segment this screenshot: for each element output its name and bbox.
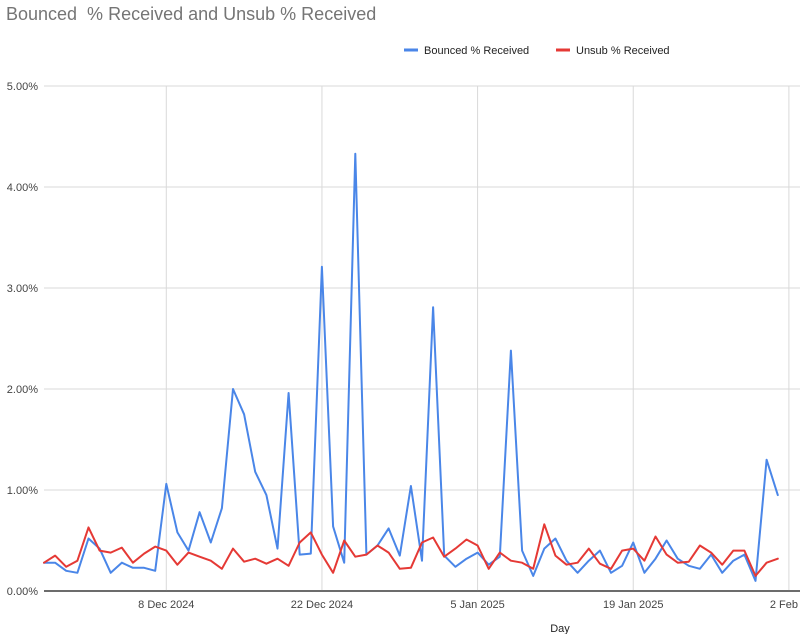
x-tick-label: 2 Feb — [770, 599, 798, 611]
series-line-unsub-received — [43, 523, 779, 577]
series-line-bounced-received — [43, 152, 779, 582]
x-tick-label: 19 Jan 2025 — [603, 599, 664, 611]
y-tick-label: 2.00% — [7, 384, 38, 396]
y-tick-label: 1.00% — [7, 485, 38, 497]
gridlines — [44, 85, 800, 592]
y-tick-label: 4.00% — [7, 182, 38, 194]
x-tick-label: 5 Jan 2025 — [450, 599, 504, 611]
y-tick-label: 5.00% — [7, 81, 38, 93]
y-axis-ticks: 0.00% 1.00% 2.00% 3.00% 4.00% 5.00% — [7, 81, 38, 598]
x-axis-ticks: 8 Dec 2024 22 Dec 2024 5 Jan 2025 19 Jan 20… — [138, 599, 798, 611]
x-axis-title: Day — [550, 623, 570, 634]
y-tick-label: 0.00% — [7, 586, 38, 598]
x-tick-label: 8 Dec 2024 — [138, 599, 194, 611]
legend-label: Bounced % Received — [424, 45, 529, 57]
y-tick-label: 3.00% — [7, 283, 38, 295]
x-tick-label: 22 Dec 2024 — [291, 599, 353, 611]
chart-title: Bounced % Received and Unsub % Received — [6, 4, 377, 24]
series-lines — [43, 152, 779, 582]
legend: Bounced % Received Unsub % Received — [404, 45, 670, 57]
legend-label: Unsub % Received — [576, 45, 670, 57]
